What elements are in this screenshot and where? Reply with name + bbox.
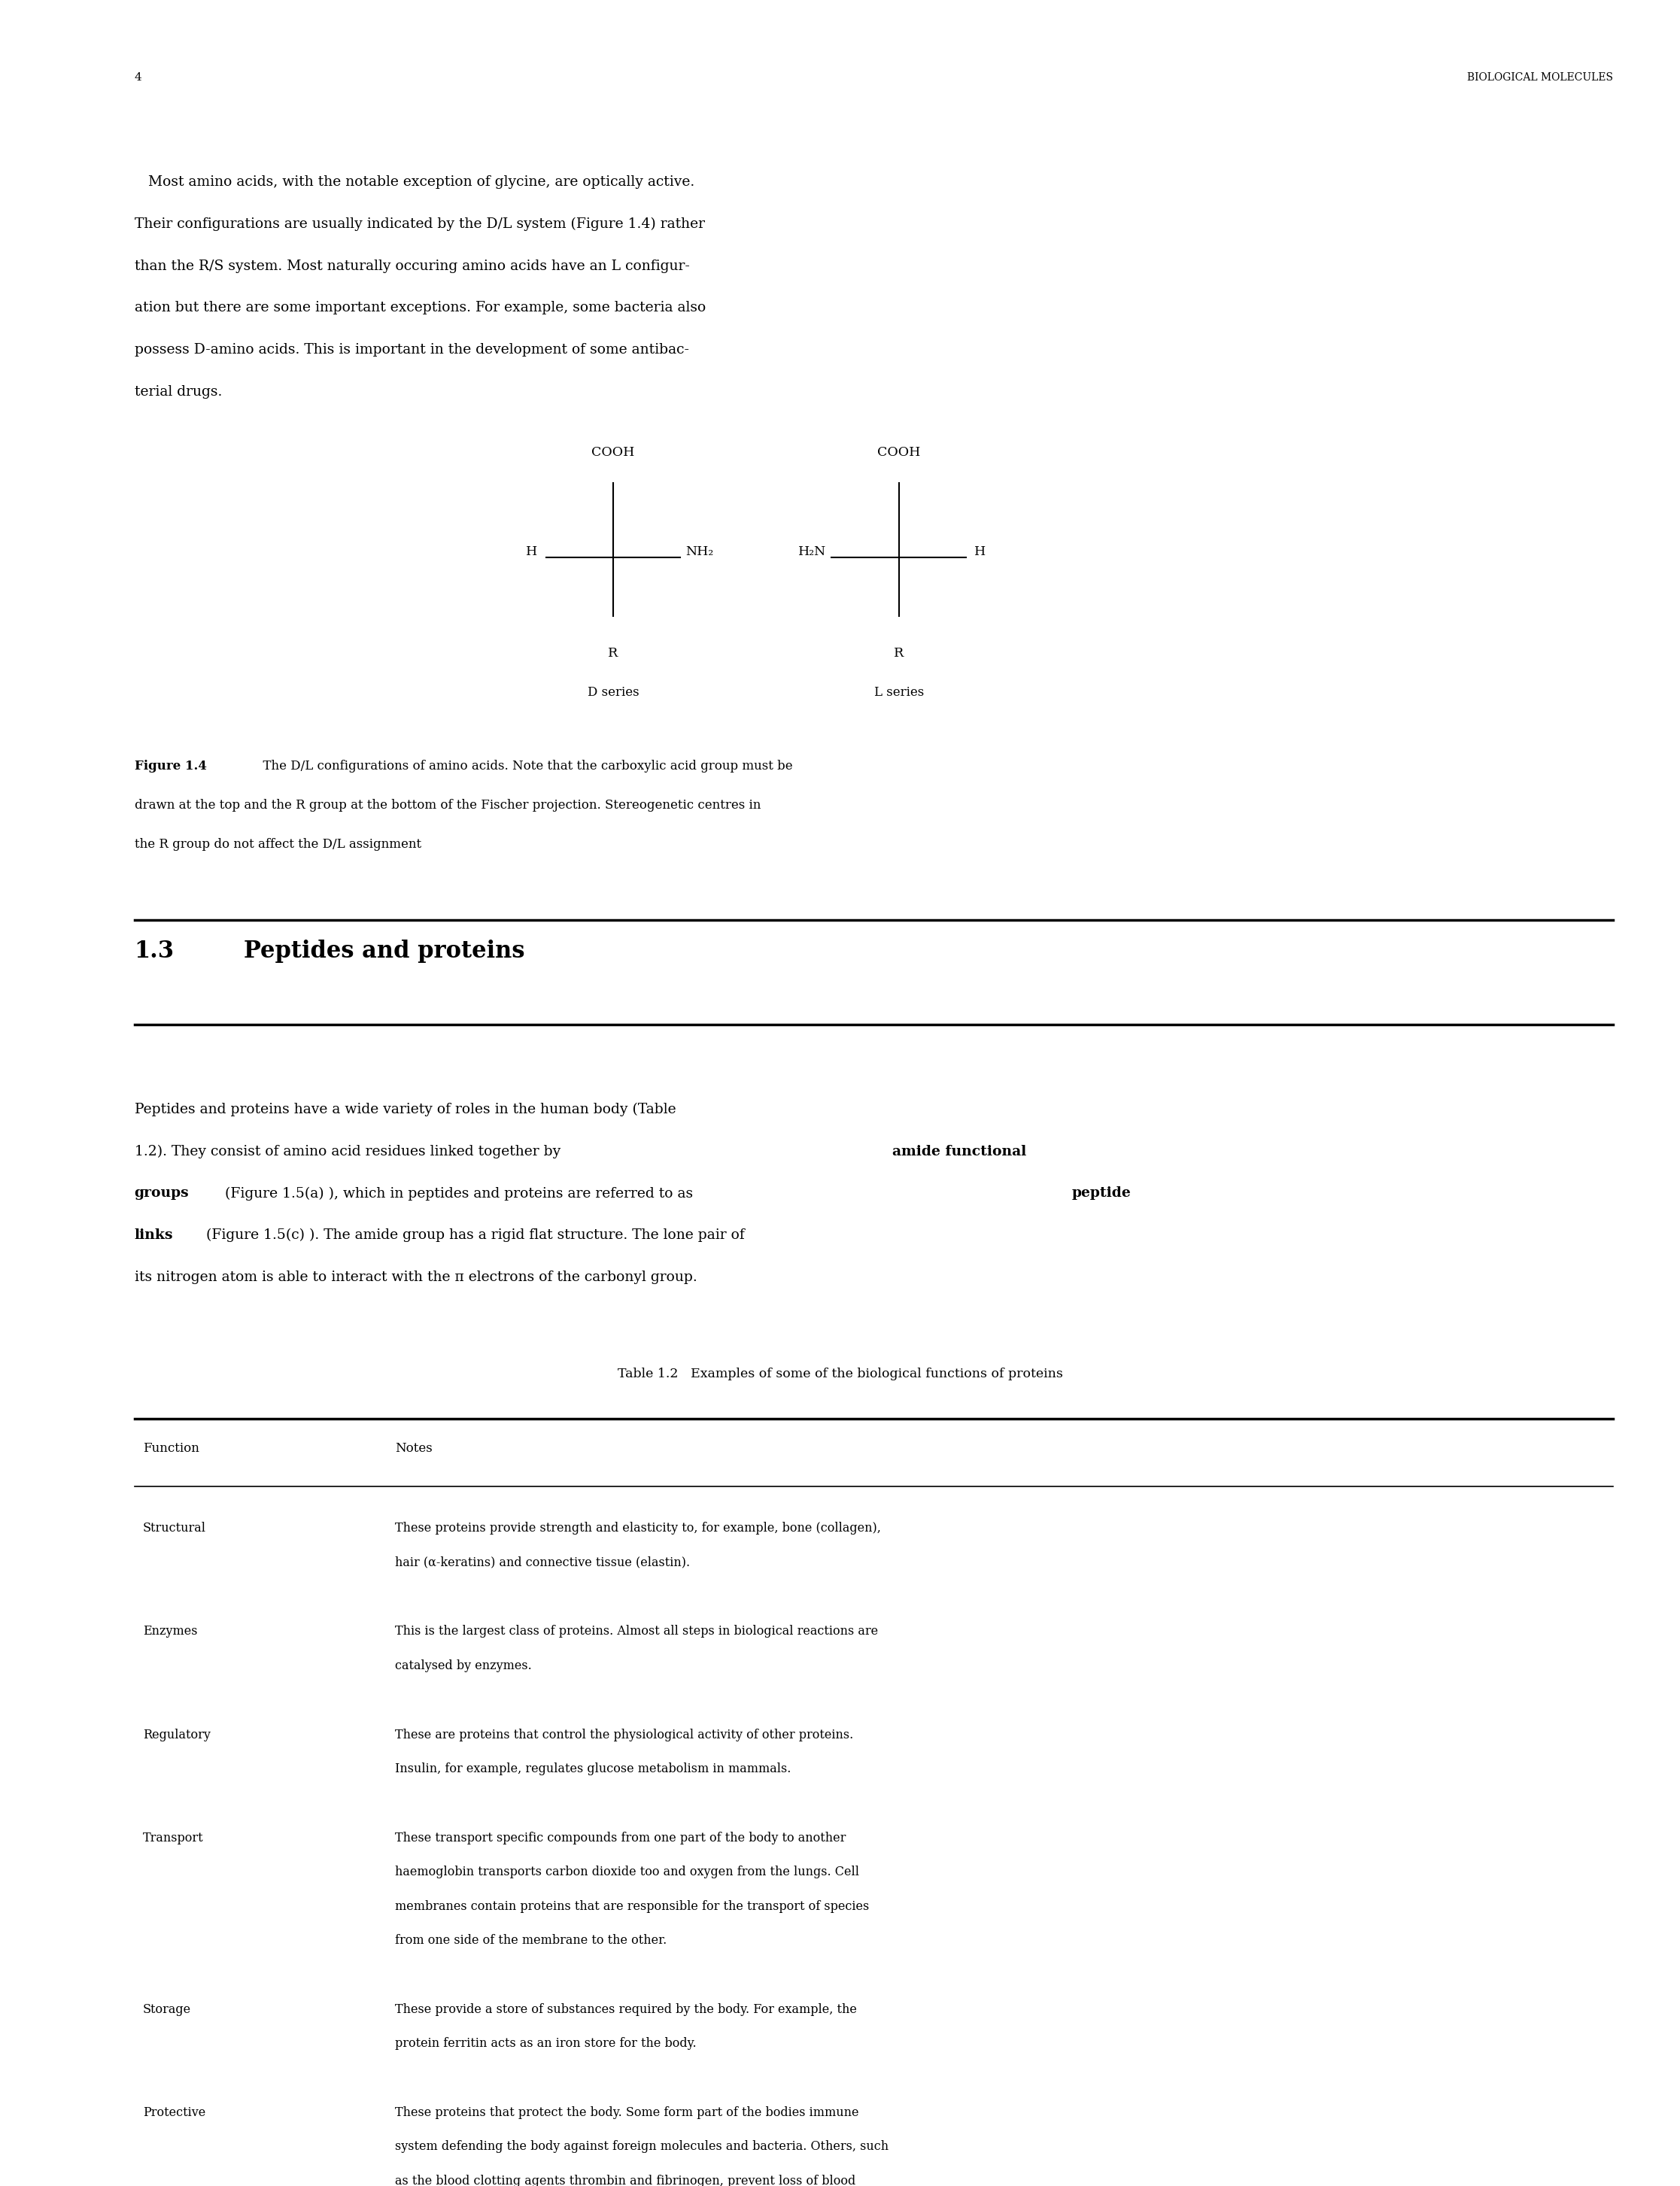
Text: drawn at the top and the R group at the bottom of the Fischer projection. Stereo: drawn at the top and the R group at the … (134, 798, 761, 811)
Text: as the blood clotting agents thrombin and fibrinogen, prevent loss of blood: as the blood clotting agents thrombin an… (395, 2175, 855, 2186)
Text: H: H (526, 544, 538, 557)
Text: protein ferritin acts as an iron store for the body.: protein ferritin acts as an iron store f… (395, 2037, 696, 2050)
Text: L series: L series (874, 686, 924, 700)
Text: amide functional: amide functional (892, 1145, 1026, 1159)
Text: These provide a store of substances required by the body. For example, the: These provide a store of substances requ… (395, 2002, 857, 2015)
Text: Notes: Notes (395, 1443, 432, 1454)
Text: 4: 4 (134, 72, 141, 83)
Text: H: H (974, 544, 986, 557)
Text: membranes contain proteins that are responsible for the transport of species: membranes contain proteins that are resp… (395, 1900, 869, 1913)
Text: Figure 1.4: Figure 1.4 (134, 761, 207, 772)
Text: These transport specific compounds from one part of the body to another: These transport specific compounds from … (395, 1832, 845, 1845)
Text: (Figure 1.5(a) ), which in peptides and proteins are referred to as: (Figure 1.5(a) ), which in peptides and … (220, 1187, 697, 1200)
Text: Peptides and proteins: Peptides and proteins (244, 940, 524, 962)
Text: Regulatory: Regulatory (143, 1729, 210, 1740)
Text: than the R/S system. Most naturally occuring amino acids have an L configur-: than the R/S system. Most naturally occu… (134, 260, 689, 273)
Text: (Figure 1.5(c) ). The amide group has a rigid flat structure. The lone pair of: (Figure 1.5(c) ). The amide group has a … (202, 1229, 744, 1242)
Text: 1.3: 1.3 (134, 940, 175, 962)
Text: Structural: Structural (143, 1521, 207, 1535)
Text: Insulin, for example, regulates glucose metabolism in mammals.: Insulin, for example, regulates glucose … (395, 1762, 791, 1775)
Text: These are proteins that control the physiological activity of other proteins.: These are proteins that control the phys… (395, 1729, 853, 1740)
Text: D series: D series (588, 686, 638, 700)
Text: BIOLOGICAL MOLECULES: BIOLOGICAL MOLECULES (1467, 72, 1613, 83)
Text: Most amino acids, with the notable exception of glycine, are optically active.: Most amino acids, with the notable excep… (134, 175, 694, 188)
Text: These proteins that protect the body. Some form part of the bodies immune: These proteins that protect the body. So… (395, 2107, 858, 2118)
Text: Enzymes: Enzymes (143, 1624, 197, 1637)
Text: Function: Function (143, 1443, 200, 1454)
Text: Table 1.2   Examples of some of the biological functions of proteins: Table 1.2 Examples of some of the biolog… (617, 1368, 1063, 1382)
Text: Protective: Protective (143, 2107, 205, 2118)
Text: Peptides and proteins have a wide variety of roles in the human body (Table: Peptides and proteins have a wide variet… (134, 1104, 675, 1117)
Text: R: R (894, 647, 904, 660)
Text: links: links (134, 1229, 173, 1242)
Text: its nitrogen atom is able to interact with the π electrons of the carbonyl group: its nitrogen atom is able to interact wi… (134, 1270, 697, 1283)
Text: the R group do not affect the D/L assignment: the R group do not affect the D/L assign… (134, 837, 422, 850)
Text: catalysed by enzymes.: catalysed by enzymes. (395, 1659, 531, 1672)
Text: H₂N: H₂N (798, 544, 827, 557)
Text: hair (α-keratins) and connective tissue (elastin).: hair (α-keratins) and connective tissue … (395, 1556, 690, 1570)
Text: from one side of the membrane to the other.: from one side of the membrane to the oth… (395, 1935, 667, 1948)
Text: system defending the body against foreign molecules and bacteria. Others, such: system defending the body against foreig… (395, 2140, 889, 2153)
Text: ation but there are some important exceptions. For example, some bacteria also: ation but there are some important excep… (134, 302, 706, 315)
Text: These proteins provide strength and elasticity to, for example, bone (collagen),: These proteins provide strength and elas… (395, 1521, 880, 1535)
Text: possess D-amino acids. This is important in the development of some antibac-: possess D-amino acids. This is important… (134, 343, 689, 356)
Text: COOH: COOH (877, 446, 921, 459)
Text: 1.2). They consist of amino acid residues linked together by: 1.2). They consist of amino acid residue… (134, 1145, 564, 1159)
Text: This is the largest class of proteins. Almost all steps in biological reactions : This is the largest class of proteins. A… (395, 1624, 879, 1637)
Text: Their configurations are usually indicated by the D/L system (Figure 1.4) rather: Their configurations are usually indicat… (134, 216, 704, 232)
Text: groups: groups (134, 1187, 190, 1200)
Text: Storage: Storage (143, 2002, 192, 2015)
Text: The D/L configurations of amino acids. Note that the carboxylic acid group must : The D/L configurations of amino acids. N… (255, 761, 793, 772)
Text: terial drugs.: terial drugs. (134, 385, 222, 398)
Text: peptide: peptide (1072, 1187, 1131, 1200)
Text: NH₂: NH₂ (685, 544, 714, 557)
Text: COOH: COOH (591, 446, 635, 459)
Text: Transport: Transport (143, 1832, 203, 1845)
Text: haemoglobin transports carbon dioxide too and oxygen from the lungs. Cell: haemoglobin transports carbon dioxide to… (395, 1865, 858, 1878)
Text: R: R (608, 647, 618, 660)
